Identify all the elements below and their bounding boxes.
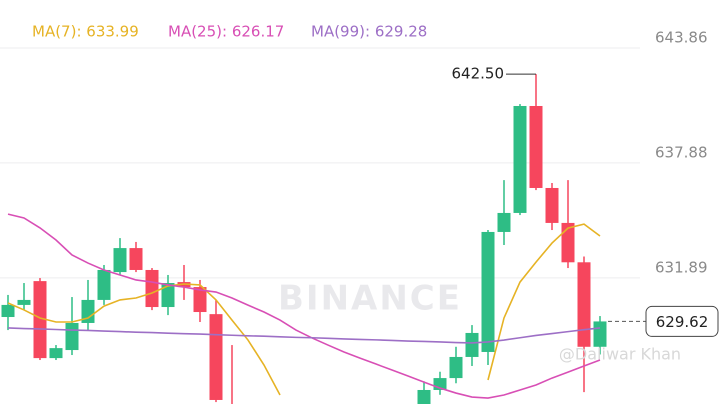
y-tick-label: 637.88 bbox=[655, 143, 708, 161]
candle bbox=[113, 238, 127, 275]
candle bbox=[193, 279, 207, 323]
candle bbox=[497, 180, 511, 246]
candle-body bbox=[449, 356, 463, 379]
candle bbox=[417, 381, 431, 404]
candle bbox=[231, 345, 233, 404]
candle-body bbox=[49, 348, 63, 359]
legend-entry: MA(25): 626.17 bbox=[168, 23, 284, 41]
grid: 643.86 637.88 631.89 bbox=[0, 29, 708, 279]
candle bbox=[449, 346, 463, 384]
candle-body bbox=[417, 389, 431, 404]
candle-body bbox=[481, 231, 495, 352]
high-label: 642.50 bbox=[452, 65, 505, 83]
candle bbox=[545, 182, 559, 231]
last-price-label: 629.62 bbox=[656, 313, 709, 331]
candle-body bbox=[161, 283, 175, 308]
candle bbox=[465, 325, 479, 366]
candle bbox=[561, 180, 575, 269]
candle-body bbox=[97, 269, 111, 300]
watermark: BINANCE bbox=[278, 279, 462, 319]
candle-body bbox=[145, 269, 159, 308]
candle-body bbox=[593, 321, 607, 347]
y-tick-label: 643.86 bbox=[655, 29, 708, 47]
candle-body bbox=[17, 299, 31, 305]
ma-line bbox=[7, 213, 601, 399]
candle-body bbox=[113, 248, 127, 273]
candle-body bbox=[545, 187, 559, 223]
legend-entry: MA(99): 629.28 bbox=[311, 23, 427, 41]
candle-body bbox=[513, 105, 527, 213]
candle-body bbox=[81, 299, 95, 323]
candle-body bbox=[1, 304, 15, 318]
candle bbox=[129, 241, 143, 273]
candle bbox=[177, 264, 191, 300]
candle bbox=[1, 294, 15, 331]
ma-line bbox=[7, 327, 601, 344]
candle bbox=[17, 283, 31, 311]
overlay: MA(7): 633.99 MA(25): 626.17 MA(99): 629.2… bbox=[32, 23, 719, 337]
candle bbox=[577, 256, 591, 393]
candle-body bbox=[561, 222, 575, 263]
candle bbox=[481, 230, 495, 366]
candle-body bbox=[529, 105, 543, 188]
candle-body bbox=[465, 332, 479, 357]
candle-body bbox=[129, 248, 143, 270]
candle bbox=[433, 371, 447, 395]
y-tick-label: 631.89 bbox=[655, 258, 708, 276]
candle-body bbox=[209, 314, 223, 400]
candle bbox=[161, 274, 175, 316]
candle-body bbox=[193, 287, 207, 313]
candle-body bbox=[33, 281, 47, 359]
candle bbox=[49, 345, 63, 361]
candle-body bbox=[497, 212, 511, 232]
last-price-box bbox=[645, 305, 719, 337]
ma-line bbox=[7, 223, 601, 396]
candle bbox=[209, 299, 223, 403]
legend-entry: MA(7): 633.99 bbox=[32, 23, 139, 41]
candle bbox=[81, 279, 95, 331]
candle bbox=[529, 74, 543, 191]
candle bbox=[65, 297, 79, 356]
credit: @Daliwar Khan bbox=[559, 345, 681, 364]
candle-body bbox=[65, 322, 79, 351]
candle bbox=[513, 104, 527, 216]
candle-body bbox=[577, 262, 591, 347]
candle bbox=[97, 264, 111, 305]
candle bbox=[145, 268, 159, 311]
candle-body bbox=[433, 378, 447, 390]
plot-area bbox=[1, 74, 607, 404]
candle bbox=[33, 278, 47, 361]
